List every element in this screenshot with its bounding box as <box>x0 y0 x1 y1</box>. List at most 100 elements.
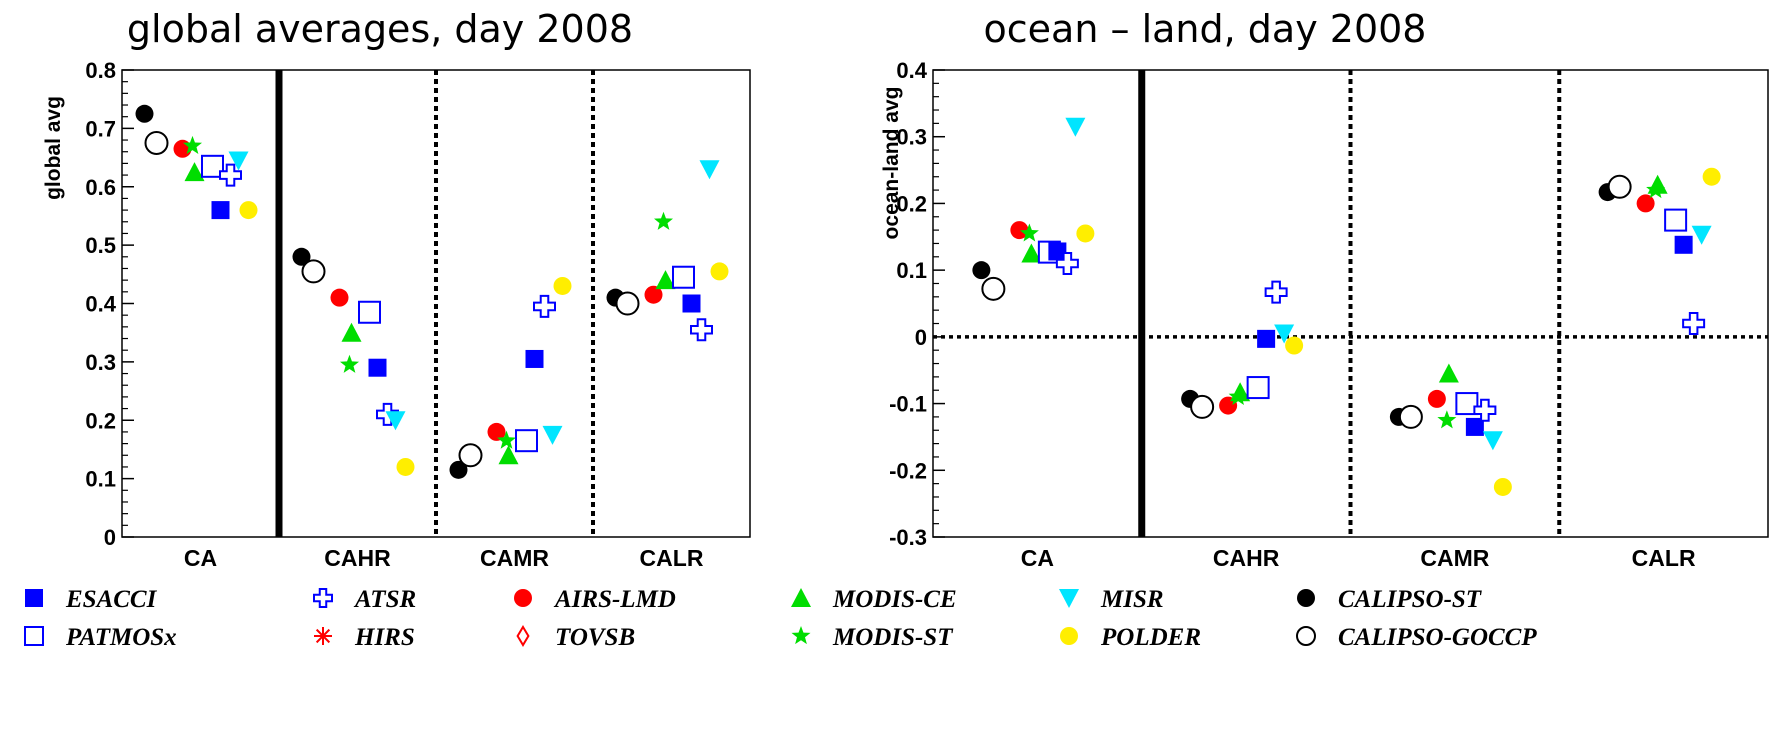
marker-misr-3 <box>699 160 720 180</box>
legend-item-esacci: ESACCI <box>25 586 158 613</box>
marker-modis-st-2 <box>496 430 517 449</box>
marker-airs-lmd-3 <box>644 285 663 304</box>
marker-modis-ce-0 <box>184 162 205 182</box>
legend-label: PATMOSx <box>65 624 177 651</box>
marker-misr-1 <box>1274 324 1295 344</box>
marker-patmosx-0 <box>201 154 224 178</box>
marker-legend-polder <box>1060 627 1078 645</box>
legend-item-calipso-st: CALIPSO-ST <box>1297 586 1483 613</box>
marker-polder-3 <box>710 262 729 281</box>
marker-calipso-goccp-0 <box>144 130 169 155</box>
y-tick-label: 0.4 <box>85 292 116 317</box>
x-tick-label: CAMR <box>480 545 549 571</box>
marker-atsr-1 <box>1264 280 1288 304</box>
marker-legend-modis-st <box>791 626 811 645</box>
marker-calipso-st-1 <box>292 247 311 266</box>
marker-modis-st-0 <box>1019 223 1039 242</box>
legend-item-airs-lmd: AIRS-LMD <box>514 586 676 613</box>
marker-legend-esacci <box>25 589 43 607</box>
x-tick-label: CALR <box>640 545 704 571</box>
marker-modis-st-3 <box>653 211 674 230</box>
legend-label: MODIS-ST <box>832 624 954 651</box>
marker-legend-misr <box>1059 589 1079 608</box>
marker-esacci-2 <box>1465 417 1484 436</box>
marker-calipso-st-0 <box>972 261 991 280</box>
marker-atsr-2 <box>533 294 556 318</box>
marker-polder-0 <box>1076 224 1095 243</box>
marker-esacci-0 <box>211 201 230 220</box>
legend-item-hirs: HIRS <box>314 624 415 651</box>
marker-polder-1 <box>1285 336 1304 355</box>
marker-calipso-goccp-2 <box>1398 404 1423 429</box>
marker-modis-st-1 <box>1228 386 1248 405</box>
x-tick-label: CAHR <box>324 545 391 571</box>
marker-patmosx-1 <box>1246 376 1270 400</box>
legend-label: AIRS-LMD <box>553 586 676 613</box>
marker-modis-st-2 <box>1437 410 1457 429</box>
marker-polder-0 <box>239 201 258 220</box>
marker-legend-calipso-goccp <box>1296 626 1316 646</box>
marker-legend-tovsb <box>516 625 530 647</box>
chart-title: global averages, day 2008 <box>127 7 633 51</box>
y-tick-label: -0.3 <box>889 525 927 550</box>
marker-misr-3 <box>1691 225 1712 245</box>
marker-esacci-3 <box>1674 235 1693 254</box>
marker-modis-ce-2 <box>1438 363 1459 383</box>
y-tick-label: 0.2 <box>85 408 116 433</box>
x-tick-label: CAMR <box>1420 545 1489 571</box>
marker-calipso-goccp-1 <box>301 259 326 284</box>
legend-item-modis-st: MODIS-ST <box>791 624 954 651</box>
marker-polder-3 <box>1702 167 1721 186</box>
y-tick-label: 0.8 <box>85 58 116 83</box>
marker-misr-2 <box>1482 431 1503 451</box>
y-tick-label: 0 <box>915 325 927 350</box>
marker-calipso-goccp-3 <box>1607 174 1632 199</box>
legend-item-misr: MISR <box>1059 586 1164 613</box>
marker-modis-ce-2 <box>498 445 519 465</box>
marker-legend-modis-ce <box>791 588 811 607</box>
marker-esacci-1 <box>1257 329 1276 348</box>
marker-modis-ce-0 <box>1021 243 1042 263</box>
marker-atsr-0 <box>1055 251 1079 275</box>
y-tick-label: 0.1 <box>85 467 116 492</box>
marker-misr-0 <box>1065 117 1086 137</box>
marker-calipso-goccp-1 <box>1190 394 1215 419</box>
marker-modis-ce-1 <box>341 322 362 342</box>
legend-item-polder: POLDER <box>1060 624 1201 651</box>
marker-esacci-1 <box>368 358 387 377</box>
legend-label: POLDER <box>1100 624 1201 651</box>
marker-airs-lmd-2 <box>1427 389 1446 408</box>
legend-item-calipso-goccp: CALIPSO-GOCCP <box>1296 624 1537 651</box>
y-tick-label: -0.1 <box>889 392 927 417</box>
marker-atsr-3 <box>1682 312 1706 336</box>
legend-label: ATSR <box>353 586 416 613</box>
y-tick-label: 0.5 <box>85 233 116 258</box>
y-tick-label: 0.7 <box>85 116 116 141</box>
marker-patmosx-2 <box>1455 392 1479 416</box>
marker-misr-0 <box>228 151 249 171</box>
marker-legend-patmosx <box>24 626 44 646</box>
chart-title: ocean – land, day 2008 <box>984 7 1427 51</box>
legend-label: CALIPSO-ST <box>1338 586 1483 613</box>
marker-modis-ce-3 <box>655 270 676 290</box>
marker-esacci-0 <box>1048 242 1067 261</box>
marker-polder-2 <box>1493 477 1512 496</box>
y-tick-label: 0.1 <box>896 258 927 283</box>
y-axis-label: ocean-land avg <box>880 87 903 240</box>
marker-airs-lmd-3 <box>1636 194 1655 213</box>
marker-patmosx-1 <box>358 300 381 324</box>
marker-atsr-3 <box>690 318 713 342</box>
x-tick-label: CAHR <box>1213 545 1280 571</box>
x-tick-label: CALR <box>1632 545 1696 571</box>
y-tick-label: 0.3 <box>85 350 116 375</box>
marker-esacci-2 <box>525 349 544 368</box>
legend-item-modis-ce: MODIS-CE <box>791 586 957 613</box>
marker-calipso-goccp-2 <box>458 443 483 468</box>
legend-item-atsr: ATSR <box>313 586 416 613</box>
legend-label: TOVSB <box>555 624 635 651</box>
marker-calipso-st-0 <box>135 104 154 123</box>
x-tick-label: CA <box>184 545 217 571</box>
marker-polder-2 <box>553 276 572 295</box>
legend-label: ESACCI <box>65 586 158 613</box>
